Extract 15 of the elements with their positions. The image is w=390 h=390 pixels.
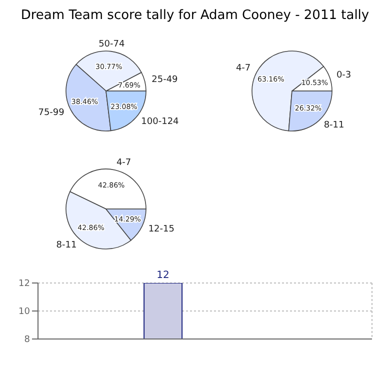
slice-label: 12-15 [148,224,174,234]
y-tick-label: 12 [18,279,30,290]
slice-label: 4-7 [116,158,132,168]
slice-label: 50-74 [98,39,126,50]
y-tick-label: 8 [24,335,30,346]
slice-label: 8-11 [56,240,77,251]
chart-title: Dream Team score tally for Adam Cooney - 2011 tally [20,8,370,23]
slice-label: 25-49 [152,74,178,85]
slice-label: 8-11 [324,120,344,131]
slice-label: 75-99 [38,108,65,118]
slice-label: 100-124 [141,117,180,128]
slice-label: 0-3 [336,70,352,81]
data-label: 12 [156,270,170,281]
slice-label: 4-7 [236,64,251,74]
y-tick-label: 10 [18,307,30,318]
